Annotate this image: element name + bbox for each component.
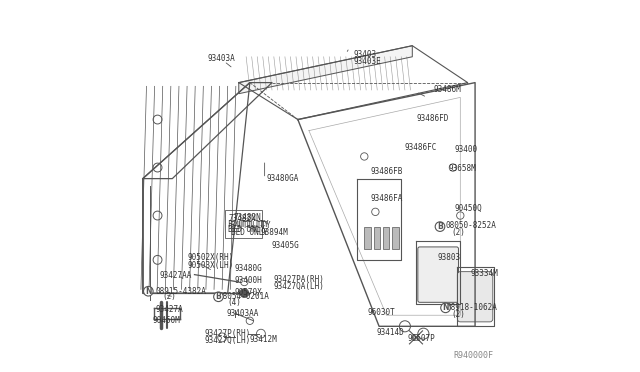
Text: (2): (2) (452, 228, 466, 237)
Text: 90460M: 90460M (152, 316, 180, 325)
Circle shape (360, 153, 368, 160)
Text: (2): (2) (452, 310, 466, 319)
Text: 93658M: 93658M (449, 164, 476, 173)
Circle shape (372, 208, 379, 215)
Text: 93427AA: 93427AA (159, 271, 192, 280)
Text: 93427A: 93427A (156, 305, 184, 314)
Text: 90450Q: 90450Q (455, 203, 483, 213)
Circle shape (153, 256, 162, 264)
Circle shape (153, 163, 162, 172)
Text: 93427QA(LH): 93427QA(LH) (274, 282, 324, 291)
Circle shape (456, 212, 464, 219)
FancyBboxPatch shape (225, 210, 262, 238)
Text: 90607P: 90607P (408, 334, 436, 343)
Text: 08050-8252A: 08050-8252A (445, 221, 497, 230)
Text: 93427P(RH): 93427P(RH) (205, 329, 251, 338)
FancyBboxPatch shape (458, 272, 493, 322)
Text: 93403A: 93403A (207, 54, 235, 63)
Circle shape (241, 278, 248, 286)
Text: 93480G: 93480G (234, 264, 262, 273)
Text: 96030T: 96030T (367, 308, 395, 317)
Text: 93405G: 93405G (271, 241, 299, 250)
Text: 93403AA: 93403AA (227, 309, 259, 318)
Text: (2): (2) (162, 292, 176, 301)
Text: 90570X: 90570X (234, 288, 262, 297)
Text: 93334M: 93334M (470, 269, 499, 278)
Text: 93486FD: 93486FD (417, 114, 449, 123)
Bar (374, 227, 380, 249)
Text: 93400: 93400 (455, 145, 478, 154)
Text: 08915-4382A: 08915-4382A (156, 287, 207, 296)
Circle shape (449, 164, 456, 171)
Circle shape (418, 328, 429, 339)
Text: F/UTILITY: F/UTILITY (230, 220, 271, 229)
Circle shape (153, 211, 162, 220)
Text: B: B (437, 222, 443, 231)
Circle shape (441, 303, 451, 312)
FancyBboxPatch shape (418, 247, 458, 302)
Bar (383, 227, 389, 249)
Bar (364, 227, 371, 249)
Circle shape (435, 222, 445, 231)
Text: 90502X(RH): 90502X(RH) (187, 253, 234, 263)
Text: 93400H: 93400H (234, 276, 262, 285)
Circle shape (143, 286, 153, 296)
Bar (392, 227, 399, 249)
Polygon shape (239, 46, 412, 94)
Text: 93486FA: 93486FA (371, 195, 403, 203)
Text: 93403E: 93403E (353, 57, 381, 66)
Text: 93412M: 93412M (249, 335, 277, 344)
Text: (4): (4) (227, 298, 241, 307)
Text: 93486M: 93486M (434, 85, 461, 94)
Text: B: B (216, 292, 221, 301)
Text: 93414D: 93414D (376, 328, 404, 337)
Text: R940000F: R940000F (454, 350, 493, 359)
Circle shape (240, 289, 249, 298)
Text: 73482N: 73482N (229, 214, 257, 222)
Text: BED ONLY: BED ONLY (230, 228, 268, 237)
Text: N: N (145, 287, 152, 296)
Text: 08054-0201A: 08054-0201A (219, 292, 269, 301)
Circle shape (153, 115, 162, 124)
Circle shape (214, 292, 223, 302)
Text: 93803: 93803 (437, 253, 461, 263)
Text: 93480GA: 93480GA (266, 174, 299, 183)
Text: 93427PA(RH): 93427PA(RH) (274, 275, 324, 284)
Text: 93403: 93403 (353, 50, 376, 59)
Circle shape (413, 334, 419, 340)
Text: BED ONLY: BED ONLY (228, 225, 265, 234)
Text: 93427Q(LH): 93427Q(LH) (205, 336, 251, 344)
Circle shape (257, 329, 266, 338)
Text: 93486FB: 93486FB (371, 167, 403, 176)
Text: 93486FC: 93486FC (404, 143, 436, 152)
Text: F/UTILITY: F/UTILITY (227, 219, 269, 228)
Circle shape (246, 317, 253, 324)
Circle shape (218, 333, 227, 342)
Text: 73482N: 73482N (233, 213, 261, 222)
Circle shape (399, 321, 410, 332)
Text: N: N (442, 303, 449, 312)
Text: 90503X(LH): 90503X(LH) (187, 261, 234, 270)
Text: 93894M: 93894M (260, 228, 288, 237)
Text: 08918-1062A: 08918-1062A (447, 303, 497, 312)
